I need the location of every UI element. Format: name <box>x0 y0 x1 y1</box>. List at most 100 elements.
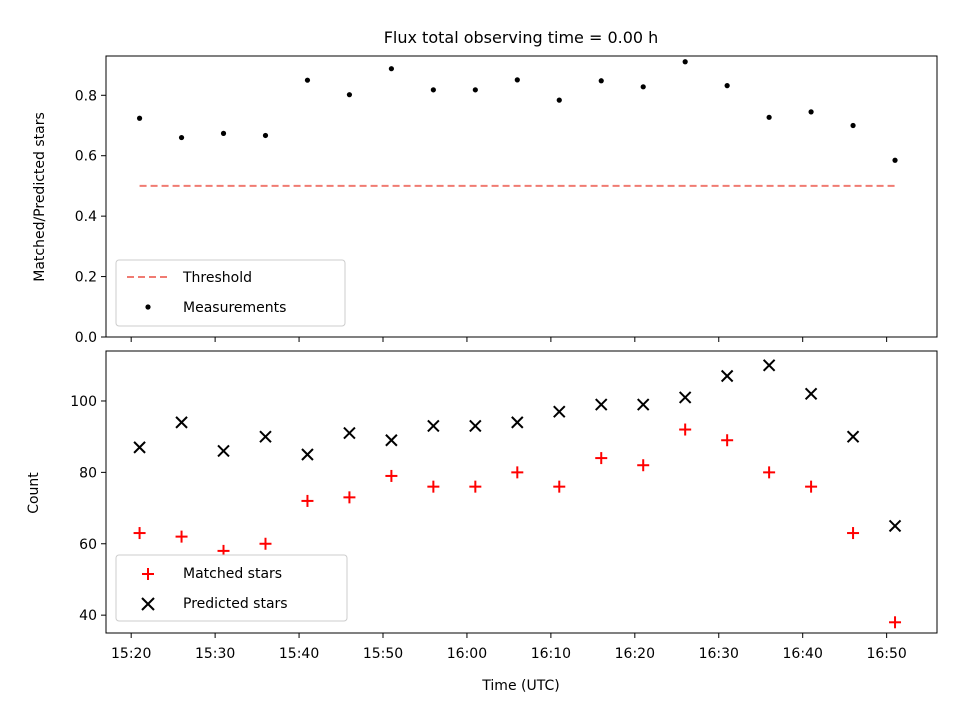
matched-stars-marker <box>175 530 188 543</box>
bottom-y-tick-label: 80 <box>79 465 97 481</box>
measurement-point <box>178 134 185 141</box>
predicted-stars-marker <box>385 434 398 447</box>
legend-predicted-marker <box>141 597 155 611</box>
measurement-point <box>724 83 730 89</box>
bottom-y-tick-label: 100 <box>70 394 97 410</box>
legend-matched-label: Matched stars <box>183 566 282 582</box>
x-tick-label: 16:30 <box>699 646 739 662</box>
matched-stars-marker <box>133 527 146 540</box>
predicted-stars-marker <box>133 441 146 454</box>
measurement-point <box>892 157 898 163</box>
measurement-point <box>808 109 814 115</box>
measurement-point <box>640 84 646 90</box>
matched-stars-marker <box>889 616 902 629</box>
chart-title: Flux total observing time = 0.00 h <box>384 28 659 47</box>
predicted-stars-marker <box>553 405 566 418</box>
legend-threshold-label: Threshold <box>182 270 252 286</box>
x-tick-label: 16:50 <box>866 646 906 662</box>
bottom-y-ticks: 40 60 80 100 <box>70 394 106 624</box>
bottom-y-tick-label: 60 <box>79 537 97 553</box>
matched-stars-marker <box>679 423 692 436</box>
x-tick-label: 16:00 <box>447 646 487 662</box>
matched-stars-marker <box>511 466 524 479</box>
x-tick-label: 15:20 <box>111 646 151 662</box>
predicted-stars-marker <box>720 369 734 383</box>
x-tick-label: 15:40 <box>279 646 319 662</box>
x-tick-label: 15:50 <box>363 646 403 662</box>
matched-stars-marker <box>427 480 440 493</box>
matched-stars-marker <box>805 480 818 493</box>
bottom-legend: Matched stars Predicted stars <box>115 554 348 622</box>
x-tick-label: 16:10 <box>531 646 571 662</box>
matched-stars-marker <box>763 466 776 479</box>
bottom-y-tick-label: 40 <box>79 608 97 624</box>
measurement-point <box>136 115 143 121</box>
legend-predicted-label: Predicted stars <box>183 596 288 612</box>
predicted-stars-marker <box>888 519 902 533</box>
bottom-panel-frame <box>105 350 938 634</box>
x-tick-label: 15:30 <box>195 646 235 662</box>
legend-measurements-marker <box>145 304 151 310</box>
predicted-stars-marker <box>259 430 272 443</box>
top-y-tick-label: 0.6 <box>75 149 97 165</box>
measurement-point <box>850 122 856 129</box>
top-y-tick-label: 0.8 <box>75 88 97 104</box>
measurement-point <box>682 59 688 65</box>
bottom-y-axis-label: Count <box>26 472 42 514</box>
predicted-stars-marker <box>175 416 188 429</box>
top-y-ticks: 0.0 0.2 0.4 0.6 0.8 <box>75 88 106 346</box>
bottom-plot-area <box>133 359 902 629</box>
matched-stars-marker <box>595 452 608 465</box>
top-legend: Threshold Measurements <box>115 259 346 327</box>
matched-stars-marker <box>847 527 860 540</box>
matched-stars-marker <box>553 480 566 493</box>
measurement-point <box>766 114 772 120</box>
top-legend-box <box>115 259 346 327</box>
x-axis-label: Time (UTC) <box>481 678 559 694</box>
predicted-stars-marker <box>217 444 230 458</box>
top-panel: 0.00.20.40.60.8 Matched/Predicted stars … <box>32 55 938 346</box>
measurement-point <box>472 87 478 93</box>
measurement-point <box>346 92 353 98</box>
matched-stars-marker <box>385 469 398 482</box>
measurement-point <box>598 78 604 84</box>
x-tick-label: 16:20 <box>615 646 655 662</box>
top-y-tick-label: 0.4 <box>75 209 97 225</box>
measurement-point <box>220 130 227 136</box>
predicted-stars-marker <box>846 430 860 443</box>
bottom-legend-box <box>115 554 348 622</box>
measurement-point <box>388 66 394 72</box>
predicted-stars-marker <box>762 359 776 372</box>
top-y-tick-label: 0.0 <box>75 330 97 346</box>
bottom-x-ticks: 15:20 15:30 15:40 15:50 16:00 16:10 16:20 16:30… <box>111 633 907 662</box>
top-panel-frame <box>105 55 938 338</box>
matched-stars-marker <box>343 491 356 504</box>
top-y-tick-label: 0.2 <box>75 270 97 286</box>
predicted-stars-marker <box>427 419 440 433</box>
measurement-point <box>430 87 436 93</box>
predicted-stars-marker <box>637 398 650 411</box>
matched-stars-marker <box>301 494 314 507</box>
predicted-stars-marker <box>678 391 692 404</box>
legend-matched-marker <box>142 568 154 580</box>
predicted-stars-marker <box>343 426 356 440</box>
measurement-point <box>262 132 269 139</box>
legend-measurements-label: Measurements <box>183 300 286 316</box>
measurement-point <box>514 77 520 83</box>
predicted-stars-marker <box>595 398 608 411</box>
top-x-ticks <box>130 337 888 342</box>
top-y-axis-label: Matched/Predicted stars <box>32 112 48 282</box>
predicted-stars-marker <box>804 387 818 401</box>
predicted-stars-marker <box>511 416 524 429</box>
matched-stars-marker <box>721 434 734 447</box>
matched-stars-marker <box>259 537 272 550</box>
matched-stars-marker <box>469 480 482 493</box>
measurement-point <box>304 77 311 83</box>
bottom-panel: 40 60 80 100 15:20 15:30 15:40 15:50 16:00 16:10… <box>26 350 938 694</box>
matched-stars-marker <box>637 459 650 472</box>
predicted-stars-marker <box>469 419 482 433</box>
predicted-stars-marker <box>301 448 314 461</box>
top-plot-area <box>136 59 898 187</box>
measurement-point <box>556 97 562 103</box>
